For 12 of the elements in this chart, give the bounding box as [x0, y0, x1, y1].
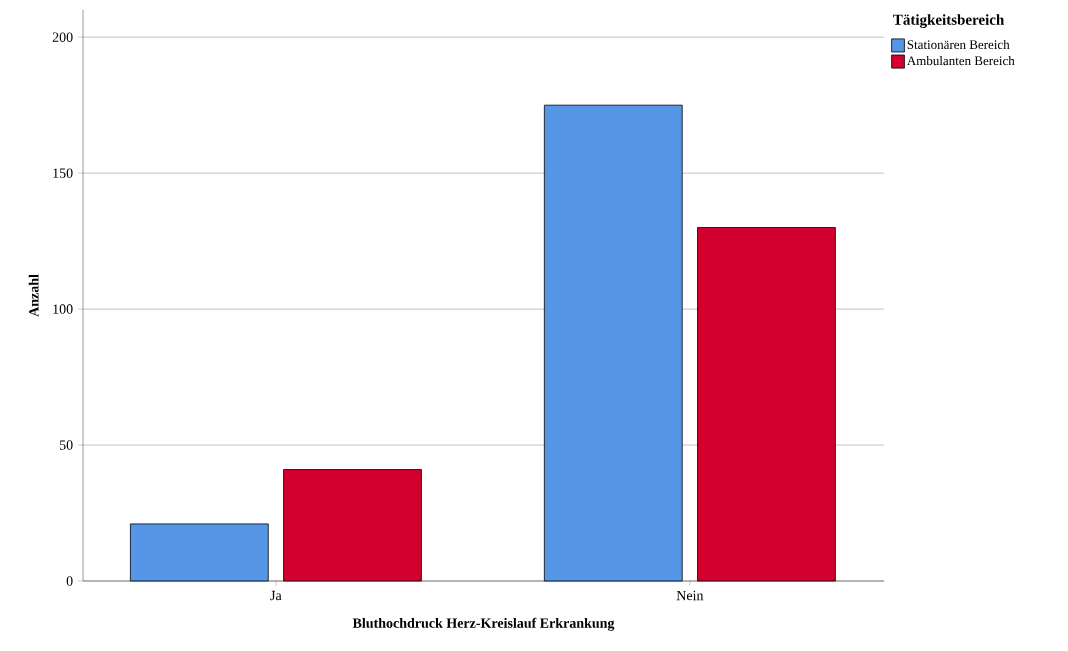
x-tick-label: Nein: [676, 590, 704, 601]
legend-label: Ambulanten Bereich: [906, 56, 1015, 66]
x-axis-title: Bluthochdruck Herz-Kreislauf Erkrankung: [352, 617, 615, 631]
y-tick-label: 50: [59, 440, 73, 450]
legend-label: Stationären Bereich: [907, 39, 1010, 50]
legend-title: Tätigkeitsbereich: [893, 14, 1005, 28]
x-tick-label: Ja: [270, 590, 282, 601]
y-tick-label: 150: [53, 168, 73, 178]
y-axis-title: Anzahl: [28, 274, 39, 317]
y-tick-label: 200: [52, 32, 73, 42]
y-tick-label: 0: [66, 576, 73, 586]
y-tick-label: 100: [53, 304, 73, 314]
